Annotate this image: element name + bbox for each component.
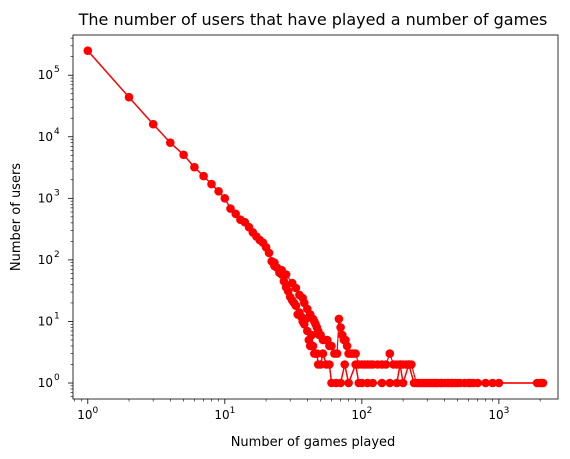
data-point [207,179,216,189]
data-point [327,341,336,351]
data-point [264,248,274,258]
data-point [385,378,395,388]
data-point [460,378,469,388]
data-point [407,360,416,369]
data-point [342,341,352,351]
y-tick-exponent: 1 [54,311,60,321]
y-tick-label: 10 [38,253,53,267]
data-point [190,162,199,172]
y-tick-label: 10 [38,376,53,390]
data-point [291,283,301,293]
y-tick-label: 10 [38,130,53,144]
data-point [481,378,490,388]
data-point [377,378,387,388]
data-point [166,138,175,147]
data-point [336,323,345,332]
data-point [466,378,475,388]
data-point [231,209,240,219]
data-point [308,341,318,351]
data-point [220,194,230,203]
data-point [281,270,291,279]
y-tick-label: 10 [38,191,53,205]
data-point [312,349,322,358]
y-tick-label: 10 [38,314,53,328]
y-tick-exponent: 4 [54,127,60,137]
data-point [340,360,350,369]
data-point [368,378,378,388]
data-point [385,349,395,358]
data-point [336,378,345,388]
data-point [351,349,360,358]
data-point [494,378,504,388]
y-tick-exponent: 5 [54,65,60,75]
data-point [334,314,344,324]
data-point [226,204,235,213]
data-point [381,360,391,369]
data-point [83,46,93,55]
data-point [473,378,483,388]
x-axis-label: Number of games played [231,435,396,450]
data-point [332,349,342,358]
data-point [214,187,223,196]
data-point [392,378,402,388]
chart-title: The number of users that have played a n… [78,10,548,29]
y-tick-exponent: 0 [54,373,60,383]
data-point [124,92,134,102]
y-tick-label: 10 [38,68,53,82]
data-point [537,378,546,388]
data-point [199,171,208,181]
data-point [318,349,328,358]
data-point [344,378,353,388]
data-point [307,330,316,340]
data-point [398,378,408,388]
y-tick-exponent: 3 [54,188,60,198]
y-tick-exponent: 2 [54,250,60,260]
y-axis-label: Number of users [9,163,24,271]
data-point [325,360,334,369]
plot-area [83,46,548,388]
data-point [488,378,497,388]
data-point [148,119,158,129]
data-point [291,301,301,311]
data-point [270,258,279,268]
data-point [179,150,188,160]
